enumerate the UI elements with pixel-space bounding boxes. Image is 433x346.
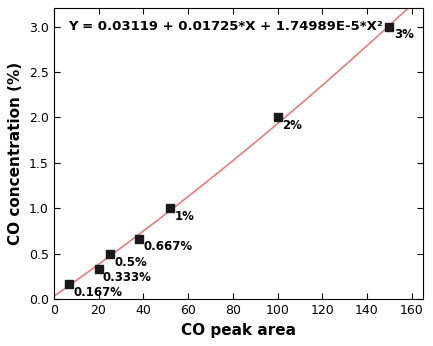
Point bbox=[66, 281, 73, 287]
Point bbox=[167, 206, 174, 211]
Text: 0.333%: 0.333% bbox=[103, 271, 152, 284]
Y-axis label: CO concentration (%): CO concentration (%) bbox=[8, 62, 23, 245]
X-axis label: CO peak area: CO peak area bbox=[181, 323, 296, 338]
Text: 1%: 1% bbox=[174, 210, 194, 223]
Point bbox=[274, 115, 281, 120]
Text: 0.5%: 0.5% bbox=[114, 256, 147, 268]
Text: 0.667%: 0.667% bbox=[143, 240, 192, 253]
Point bbox=[386, 24, 393, 29]
Point bbox=[106, 251, 113, 257]
Text: Y = 0.03119 + 0.01725*X + 1.74989E-5*X²: Y = 0.03119 + 0.01725*X + 1.74989E-5*X² bbox=[68, 20, 383, 33]
Point bbox=[136, 236, 142, 242]
Point bbox=[95, 266, 102, 272]
Text: 0.167%: 0.167% bbox=[74, 286, 123, 299]
Text: 3%: 3% bbox=[394, 28, 414, 41]
Text: 2%: 2% bbox=[282, 119, 302, 132]
